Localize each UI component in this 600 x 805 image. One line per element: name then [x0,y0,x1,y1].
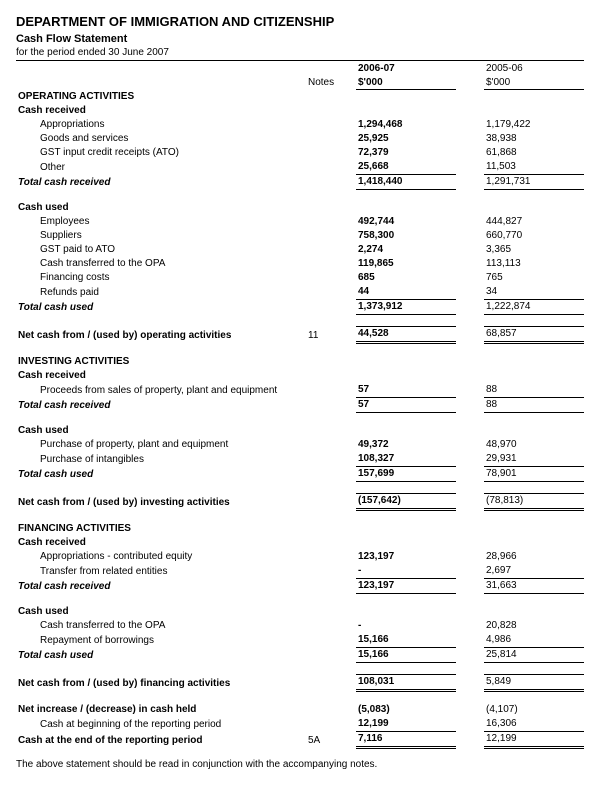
cash-end: Cash at the end of the reporting period5… [16,731,584,747]
op-total-used: Total cash used1,373,9121,222,874 [16,299,584,314]
period-text: for the period ended 30 June 2007 [16,47,584,58]
cash-flow-table: 2006-07 2005-06 Notes $'000 $'000 OPERAT… [16,60,584,749]
col-notes: Notes [306,75,356,90]
statement-title: Cash Flow Statement [16,33,584,45]
col-unit1: $'000 [356,75,456,90]
fin-used-label: Cash used [16,605,306,619]
inv-used-label: Cash used [16,424,306,438]
department-name: DEPARTMENT OF IMMIGRATION AND CITIZENSHI… [16,14,584,29]
op-received-label: Cash received [16,104,306,118]
fin-total-used: Total cash used15,16625,814 [16,647,584,662]
table-row: Purchase of intangibles108,32729,931 [16,452,584,467]
table-row: Suppliers758,300660,770 [16,229,584,243]
inv-received-label: Cash received [16,369,306,383]
footnote-text: The above statement should be read in co… [16,759,584,770]
fin-net: Net cash from / (used by) financing acti… [16,674,584,690]
fin-received-label: Cash received [16,536,306,550]
table-row: Other25,66811,503 [16,160,584,175]
op-used-label: Cash used [16,201,306,215]
table-row: Purchase of property, plant and equipmen… [16,438,584,452]
table-row: Cash transferred to the OPA-20,828 [16,619,584,633]
col-unit2: $'000 [484,75,584,90]
table-row: Goods and services25,92538,938 [16,132,584,146]
inv-total-used: Total cash used157,69978,901 [16,466,584,481]
col-year1: 2006-07 [356,61,456,76]
table-row: Employees492,744444,827 [16,215,584,229]
op-net: Net cash from / (used by) operating acti… [16,326,584,342]
fin-total-received: Total cash received123,19731,663 [16,578,584,593]
table-row: Financing costs685765 [16,271,584,285]
table-row: Appropriations1,294,4681,179,422 [16,118,584,132]
op-total-received: Total cash received1,418,4401,291,731 [16,174,584,189]
investing-heading: INVESTING ACTIVITIES [16,355,306,369]
table-row: Cash transferred to the OPA119,865113,11… [16,257,584,271]
financing-heading: FINANCING ACTIVITIES [16,522,306,536]
net-increase: Net increase / (decrease) in cash held(5… [16,703,584,717]
table-row: Proceeds from sales of property, plant a… [16,383,584,398]
inv-net: Net cash from / (used by) investing acti… [16,493,584,509]
col-year2: 2005-06 [484,61,584,76]
table-row: Appropriations - contributed equity123,1… [16,550,584,564]
table-row: Transfer from related entities-2,697 [16,564,584,579]
operating-heading: OPERATING ACTIVITIES [16,90,306,104]
table-row: Refunds paid4434 [16,285,584,300]
table-row: Repayment of borrowings15,1664,986 [16,633,584,648]
table-row: GST paid to ATO2,2743,365 [16,243,584,257]
table-row: GST input credit receipts (ATO)72,37961,… [16,146,584,160]
inv-total-received: Total cash received5788 [16,397,584,412]
cash-begin: Cash at beginning of the reporting perio… [16,717,584,732]
